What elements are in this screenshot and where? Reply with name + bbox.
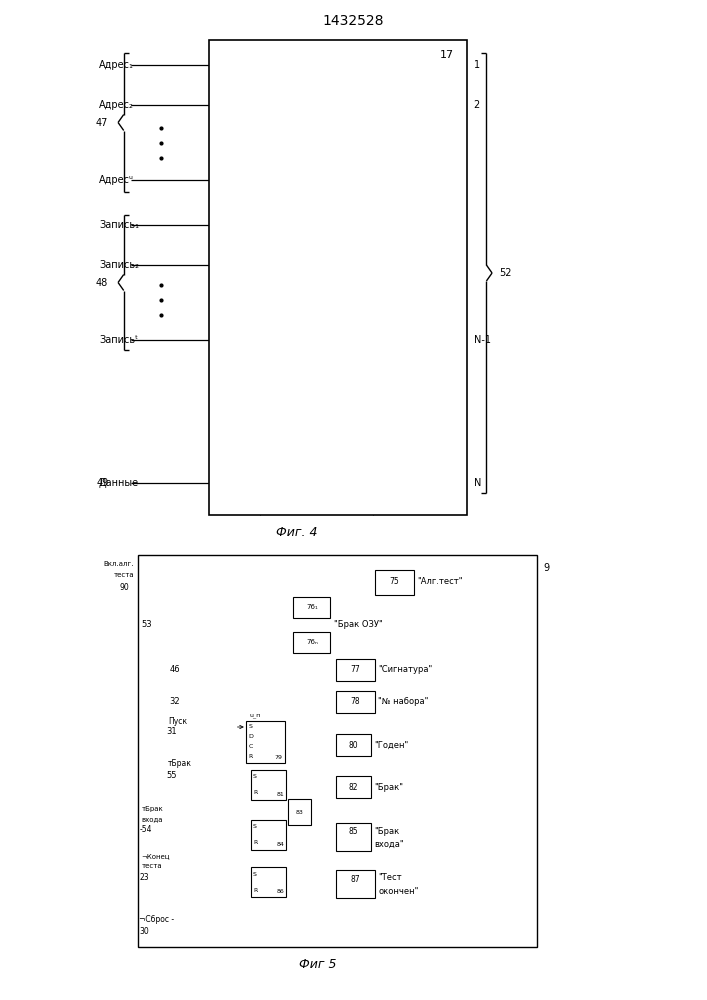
Text: 9: 9 xyxy=(543,563,549,573)
Text: R: R xyxy=(253,888,257,893)
Bar xyxy=(251,770,286,800)
Text: тБрак: тБрак xyxy=(141,806,163,812)
Text: N-1: N-1 xyxy=(474,335,491,345)
Text: окончен": окончен" xyxy=(378,886,419,896)
Bar xyxy=(293,632,330,652)
Text: 80: 80 xyxy=(349,740,358,750)
Text: C: C xyxy=(248,744,252,750)
Text: R: R xyxy=(248,754,252,760)
Text: входа": входа" xyxy=(375,840,404,848)
Text: Адрес₂: Адрес₂ xyxy=(99,100,134,110)
Text: "Тест: "Тест xyxy=(378,874,402,882)
Text: Запись₁: Запись₁ xyxy=(99,220,139,230)
Bar xyxy=(251,820,286,850)
Text: "Брак": "Брак" xyxy=(375,782,404,792)
Text: 46: 46 xyxy=(170,666,180,674)
Text: 84: 84 xyxy=(276,842,284,847)
Text: 81: 81 xyxy=(276,792,284,797)
Text: 76₁: 76₁ xyxy=(306,604,317,610)
Text: ¬Конец: ¬Конец xyxy=(141,853,170,859)
Text: входа: входа xyxy=(141,816,163,822)
Text: S: S xyxy=(248,724,252,730)
Text: 53: 53 xyxy=(141,620,152,629)
Text: R: R xyxy=(253,840,257,846)
Bar xyxy=(288,799,311,825)
Text: 83: 83 xyxy=(296,810,304,814)
Text: S: S xyxy=(253,774,257,780)
Text: 77: 77 xyxy=(351,666,360,674)
Text: 87: 87 xyxy=(351,874,360,884)
Text: 2: 2 xyxy=(474,100,480,110)
Text: Пуск: Пуск xyxy=(168,718,187,726)
Text: "Годен": "Годен" xyxy=(375,740,409,750)
Text: 47: 47 xyxy=(95,117,108,127)
Bar xyxy=(336,691,375,713)
Text: u_п: u_п xyxy=(250,712,261,717)
Text: тБрак: тБрак xyxy=(168,758,192,768)
Text: S: S xyxy=(253,824,257,829)
Text: N: N xyxy=(474,478,481,488)
Bar xyxy=(138,555,537,947)
Text: "Брак: "Брак xyxy=(375,826,400,836)
Text: 76ₙ: 76ₙ xyxy=(306,639,317,645)
Text: 17: 17 xyxy=(440,50,454,60)
Text: Данные: Данные xyxy=(99,478,139,488)
Text: Адрес₁: Адрес₁ xyxy=(99,60,134,70)
Bar xyxy=(293,596,330,617)
Bar xyxy=(336,870,375,898)
Text: 86: 86 xyxy=(276,889,284,894)
Text: Записьᵗ: Записьᵗ xyxy=(99,335,138,345)
Bar xyxy=(246,721,285,763)
Bar xyxy=(336,734,371,756)
Text: 48: 48 xyxy=(96,277,108,288)
Text: -54: -54 xyxy=(139,826,152,834)
Bar xyxy=(336,776,371,798)
Text: ¬Сброс -: ¬Сброс - xyxy=(139,916,175,924)
Text: 1: 1 xyxy=(474,60,480,70)
Text: 78: 78 xyxy=(351,698,360,706)
Text: теста: теста xyxy=(114,572,134,578)
Text: 49: 49 xyxy=(97,478,109,488)
Bar xyxy=(336,823,371,851)
Text: теста: теста xyxy=(141,863,162,869)
Text: Фиг. 4: Фиг. 4 xyxy=(276,526,317,538)
Text: "Алг.тест": "Алг.тест" xyxy=(417,578,462,586)
Text: 30: 30 xyxy=(139,926,149,936)
Text: 90: 90 xyxy=(119,582,129,591)
Text: Запись₂: Запись₂ xyxy=(99,260,139,270)
Text: "№ набора": "№ набора" xyxy=(378,698,428,706)
Text: 32: 32 xyxy=(170,698,180,706)
Text: 79: 79 xyxy=(275,755,283,760)
Text: Вкл.алг.: Вкл.алг. xyxy=(104,561,134,567)
Text: S: S xyxy=(253,871,257,876)
Text: 31: 31 xyxy=(166,728,177,736)
Text: Адресᵘ: Адресᵘ xyxy=(99,175,134,185)
Bar xyxy=(209,40,467,515)
Bar xyxy=(251,867,286,897)
Text: 55: 55 xyxy=(166,770,177,780)
Text: 1432528: 1432528 xyxy=(323,14,384,28)
Text: 52: 52 xyxy=(499,268,512,278)
Text: 85: 85 xyxy=(349,828,358,836)
Text: D: D xyxy=(248,734,253,740)
Text: "Брак ОЗУ": "Брак ОЗУ" xyxy=(334,620,382,629)
Text: "Сигнатура": "Сигнатура" xyxy=(378,666,433,674)
Bar xyxy=(375,570,414,594)
Text: 75: 75 xyxy=(390,578,399,586)
Text: Фиг 5: Фиг 5 xyxy=(299,958,337,970)
Text: 23: 23 xyxy=(139,872,149,882)
Bar xyxy=(336,659,375,681)
Text: 82: 82 xyxy=(349,782,358,792)
Text: R: R xyxy=(253,790,257,796)
